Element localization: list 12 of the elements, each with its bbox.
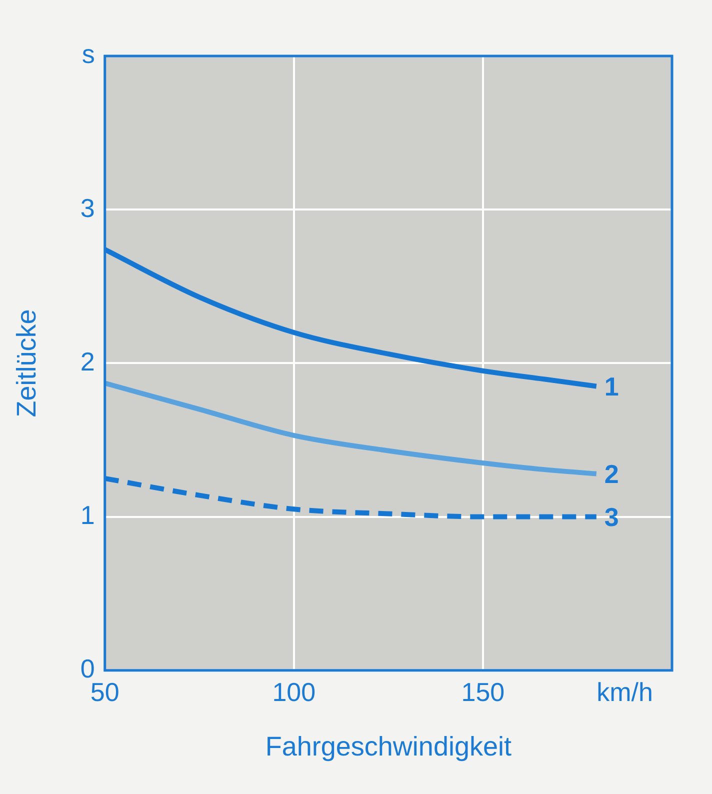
series-label: 1	[604, 371, 619, 402]
series-label: 3	[604, 502, 619, 532]
x-tick-label: 100	[272, 677, 316, 708]
y-tick-label: 3	[80, 192, 95, 223]
y-tick-label: 1	[80, 500, 95, 530]
y-tick-label: 2	[80, 346, 95, 376]
y-axis-title: Zeitlücke	[12, 309, 42, 418]
y-tick-label: s	[82, 39, 95, 70]
x-tick-label: km/h	[596, 677, 653, 708]
series-label: 2	[604, 458, 619, 489]
x-axis-title: Fahrgeschwindigkeit	[265, 731, 512, 762]
x-tick-label: 150	[461, 677, 505, 708]
